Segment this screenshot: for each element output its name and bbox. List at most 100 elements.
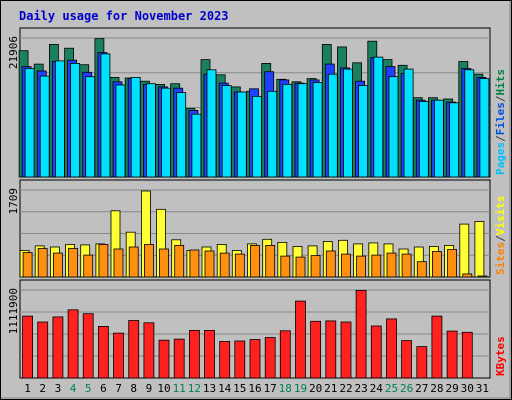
bar-bottom-kbytes-7 [113,332,124,379]
bar-bottom-kbytes-13 [204,329,215,379]
x-label-22: 22 [339,382,352,395]
bar-top-pages-12 [191,113,202,178]
bar-middle-sites-3 [53,252,63,278]
x-label-14: 14 [218,382,232,395]
bar-top-pages-2 [39,75,50,178]
x-label-21: 21 [324,382,337,395]
bar-bottom-kbytes-6 [98,325,109,379]
bar-top-pages-6 [100,53,111,178]
bar-middle-sites-10 [159,248,169,278]
legend-top: Pages/Files/Hits [494,69,507,175]
bar-top-pages-19 [297,83,308,178]
bar-top-pages-29 [449,102,460,178]
bar-top-pages-23 [358,85,369,178]
x-label-24: 24 [370,382,384,395]
x-label-16: 16 [248,382,261,395]
legend-item-top-0: Pages [494,142,507,175]
x-label-9: 9 [146,382,153,395]
x-label-27: 27 [415,382,428,395]
x-label-6: 6 [100,382,107,395]
bar-top-pages-14 [221,85,232,178]
x-label-4: 4 [70,382,77,395]
bar-middle-sites-20 [310,255,321,278]
bar-middle-sites-22 [341,253,351,278]
bar-top-pages-20 [312,82,323,178]
legend-item-bottom-0: KBytes [494,336,507,376]
x-label-3: 3 [55,382,62,395]
bar-bottom-kbytes-27 [416,346,428,379]
bar-bottom-kbytes-24 [370,325,382,379]
x-label-20: 20 [309,382,322,395]
bar-middle-sites-31 [477,275,488,278]
bar-top-pages-10 [161,87,171,178]
bar-top-pages-16 [252,96,262,178]
x-label-11: 11 [173,382,186,395]
bar-bottom-kbytes-12 [188,329,200,379]
x-label-13: 13 [203,382,216,395]
bar-bottom-kbytes-1 [22,315,34,379]
bar-top-pages-24 [373,56,384,178]
bar-middle-sites-18 [280,255,291,278]
x-label-17: 17 [264,382,277,395]
bar-bottom-kbytes-9 [143,322,155,379]
bar-bottom-kbytes-4 [67,309,79,379]
bar-middle-sites-16 [250,244,260,278]
bar-bottom-kbytes-2 [37,321,49,379]
bar-bottom-kbytes-30 [461,331,473,379]
bar-middle-sites-6 [98,243,109,278]
bar-bottom-kbytes-23 [355,289,367,379]
x-label-12: 12 [188,382,201,395]
legend-item-middle-1: / [494,235,507,242]
ymax-label-top: 21906 [7,36,20,69]
bar-top-pages-26 [403,68,414,178]
bar-bottom-kbytes-25 [386,318,397,379]
legend-item-top-2: Files [494,102,507,135]
chart-panels: 21906Pages/Files/Hits1709Sites/Visits111… [7,27,507,379]
bar-middle-visits-31 [474,221,485,278]
x-label-18: 18 [279,382,292,395]
x-label-8: 8 [130,382,137,395]
chart-title: Daily usage for November 2023 [19,9,229,23]
x-label-26: 26 [400,382,413,395]
bar-middle-sites-7 [113,248,124,278]
bar-top-pages-30 [464,69,475,178]
bar-middle-sites-12 [189,249,200,278]
bar-top-pages-15 [236,91,247,178]
ymax-label-bottom: 1111900 [7,288,20,334]
ymax-label-middle: 1709 [7,188,20,215]
bar-top-pages-11 [176,92,187,178]
x-label-25: 25 [385,382,398,395]
bar-bottom-kbytes-19 [295,300,306,379]
bar-middle-visits-30 [459,223,470,278]
bar-middle-sites-26 [401,253,412,278]
bar-middle-sites-14 [219,252,230,278]
x-label-1: 1 [24,382,31,395]
panel-bottom: 1111900 KBytes [7,279,507,379]
bar-top-pages-5 [85,76,96,178]
x-label-10: 10 [157,382,170,395]
bar-middle-sites-9 [143,243,154,278]
bar-top-pages-8 [130,77,141,178]
bar-middle-sites-27 [416,261,427,278]
bar-bottom-kbytes-29 [446,330,458,379]
bar-bottom-kbytes-17 [264,337,276,379]
bar-middle-sites-15 [234,253,245,278]
bar-bottom-kbytes-22 [340,321,352,379]
bar-bottom-kbytes-21 [325,320,337,379]
x-label-23: 23 [354,382,367,395]
bar-bottom-kbytes-16 [249,339,261,379]
legend-item-top-3: / [494,95,507,102]
x-axis-labels: 1 2 3 4 5 6 7 8 9 10 11 12 13 14 15 16 17 18 19 20 21 22 23 24 2… [24,382,489,395]
bar-bottom-kbytes-26 [401,340,413,379]
bar-top-pages-1 [24,68,35,178]
bar-top-pages-27 [418,101,429,178]
x-label-28: 28 [430,382,443,395]
x-label-5: 5 [85,382,92,395]
bar-bottom-kbytes-18 [279,330,291,379]
bar-middle-sites-25 [386,252,397,278]
bar-middle-sites-29 [447,249,458,278]
bar-middle-sites-30 [462,273,473,278]
bar-bottom-kbytes-15 [234,340,246,379]
